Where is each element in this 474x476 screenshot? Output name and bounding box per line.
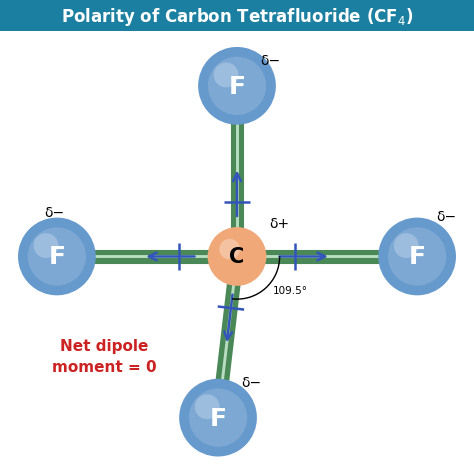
Text: C: C <box>229 247 245 267</box>
Text: F: F <box>210 406 227 430</box>
Text: Net dipole
moment = 0: Net dipole moment = 0 <box>52 338 156 374</box>
Text: δ−: δ− <box>436 210 456 224</box>
Bar <box>0 1 474 32</box>
Text: F: F <box>409 245 426 269</box>
Circle shape <box>378 218 456 296</box>
Circle shape <box>388 228 447 286</box>
Text: δ−: δ− <box>261 54 281 68</box>
Circle shape <box>394 234 419 258</box>
Circle shape <box>198 48 276 125</box>
Circle shape <box>195 395 219 419</box>
Text: F: F <box>48 245 65 269</box>
Text: F: F <box>228 75 246 99</box>
Circle shape <box>208 58 266 116</box>
Text: Polarity of Carbon Tetrafluoride (CF$_4$): Polarity of Carbon Tetrafluoride (CF$_4$… <box>61 6 413 28</box>
Text: 109.5°: 109.5° <box>273 285 308 295</box>
Circle shape <box>27 228 86 286</box>
Circle shape <box>189 388 247 447</box>
Circle shape <box>34 234 58 258</box>
Text: δ−: δ− <box>45 205 64 219</box>
Circle shape <box>179 379 257 456</box>
Circle shape <box>208 228 266 286</box>
Text: δ+: δ+ <box>269 217 289 231</box>
Text: δ−: δ− <box>242 376 262 389</box>
Circle shape <box>219 239 240 260</box>
Circle shape <box>214 63 238 88</box>
Circle shape <box>18 218 96 296</box>
